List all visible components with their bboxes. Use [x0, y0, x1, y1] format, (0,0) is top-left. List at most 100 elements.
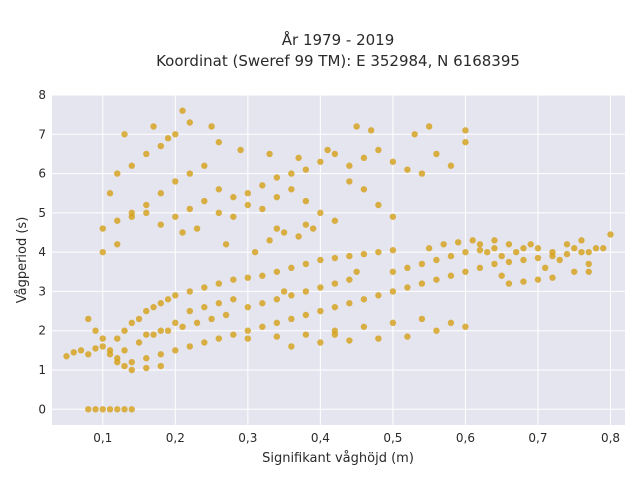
scatter-point	[99, 248, 106, 256]
scatter-point	[505, 258, 513, 266]
scatter-point	[106, 347, 114, 354]
scatter-point	[302, 221, 310, 228]
scatter-point	[128, 366, 135, 374]
scatter-point	[128, 406, 135, 413]
scatter-point	[157, 300, 164, 307]
scatter-point	[193, 319, 201, 327]
scatter-point	[157, 142, 164, 150]
scatter-point	[317, 339, 324, 346]
scatter-point	[556, 256, 563, 264]
scatter-point	[150, 303, 157, 311]
scatter-point	[201, 339, 208, 346]
scatter-point	[186, 288, 194, 295]
scatter-point	[201, 162, 208, 169]
scatter-point	[520, 278, 527, 285]
scatter-point	[266, 237, 273, 244]
y-tick-label: 4	[38, 245, 46, 259]
scatter-point	[208, 123, 215, 130]
x-tick-label: 0,1	[93, 431, 112, 445]
scatter-point	[331, 254, 339, 262]
scatter-point	[92, 406, 99, 413]
scatter-point	[230, 331, 237, 338]
scatter-point	[418, 280, 426, 287]
scatter-point	[389, 288, 397, 295]
scatter-point	[520, 256, 527, 264]
y-tick-label: 3	[38, 284, 46, 298]
scatter-point	[128, 162, 135, 169]
scatter-point	[114, 335, 121, 342]
scatter-point	[295, 233, 302, 240]
scatter-point	[288, 264, 295, 272]
scatter-point	[513, 248, 520, 256]
tick-layer: 0,1 0,2 0,3 0,4 0,5 0,6 0,7 0,8 0 1 2 3 4 5 6 7 8	[38, 88, 620, 445]
scatter-point	[273, 296, 281, 303]
scatter-point	[280, 229, 288, 236]
scatter-point	[302, 197, 310, 205]
scatter-point	[375, 292, 382, 299]
scatter-point	[259, 323, 266, 330]
scatter-point	[215, 186, 223, 193]
scatter-point	[215, 280, 223, 287]
scatter-point	[563, 241, 571, 248]
x-tick-label: 0,2	[166, 431, 185, 445]
scatter-point	[476, 241, 484, 248]
scatter-point	[244, 274, 252, 281]
scatter-point	[172, 292, 179, 299]
scatter-point	[411, 131, 418, 138]
scatter-point	[244, 335, 252, 342]
scatter-point	[266, 150, 273, 158]
scatter-point	[179, 107, 186, 114]
scatter-point	[135, 315, 143, 323]
scatter-point	[186, 343, 194, 350]
scatter-point	[360, 186, 368, 193]
scatter-point	[433, 150, 440, 158]
scatter-point	[172, 178, 179, 185]
scatter-point	[331, 331, 339, 338]
scatter-point	[346, 276, 353, 283]
scatter-point	[498, 252, 505, 260]
scatter-point	[360, 154, 368, 162]
scatter-point	[469, 237, 476, 244]
scatter-point	[476, 246, 484, 254]
scatter-point	[491, 245, 498, 252]
scatter-point	[143, 209, 150, 217]
scatter-point	[288, 170, 295, 177]
scatter-point	[259, 205, 266, 213]
scatter-point	[121, 406, 128, 413]
scatter-point	[273, 193, 281, 201]
scatter-point	[462, 268, 469, 275]
scatter-point	[259, 272, 266, 279]
scatter-point	[534, 276, 542, 283]
scatter-point	[143, 355, 150, 362]
scatter-point	[193, 225, 201, 232]
scatter-point	[273, 333, 281, 340]
chart-title-line1: År 1979 - 2019	[282, 30, 395, 49]
scatter-point	[208, 315, 215, 323]
scatter-point	[121, 131, 128, 138]
scatter-point	[331, 150, 339, 158]
x-tick-label: 0,3	[238, 431, 257, 445]
scatter-point	[360, 296, 368, 303]
scatter-point	[549, 248, 556, 256]
y-axis-label: Vågperiod (s)	[15, 217, 30, 304]
scatter-point	[157, 351, 164, 358]
scatter-point	[114, 358, 121, 366]
scatter-point	[447, 162, 455, 169]
scatter-point	[259, 300, 266, 307]
scatter-point	[143, 150, 150, 158]
scatter-point	[433, 256, 440, 264]
scatter-point	[172, 213, 179, 220]
scatter-point	[317, 307, 324, 315]
scatter-point	[150, 331, 157, 338]
scatter-point	[157, 362, 164, 370]
scatter-point	[375, 248, 382, 256]
y-tick-label: 1	[38, 363, 46, 377]
scatter-point	[592, 245, 600, 252]
scatter-point	[542, 264, 549, 272]
scatter-point	[317, 256, 324, 264]
scatter-point	[150, 123, 157, 130]
scatter-point	[302, 166, 310, 173]
scatter-point	[85, 351, 92, 358]
scatter-point	[128, 213, 135, 220]
scatter-point	[128, 319, 135, 327]
